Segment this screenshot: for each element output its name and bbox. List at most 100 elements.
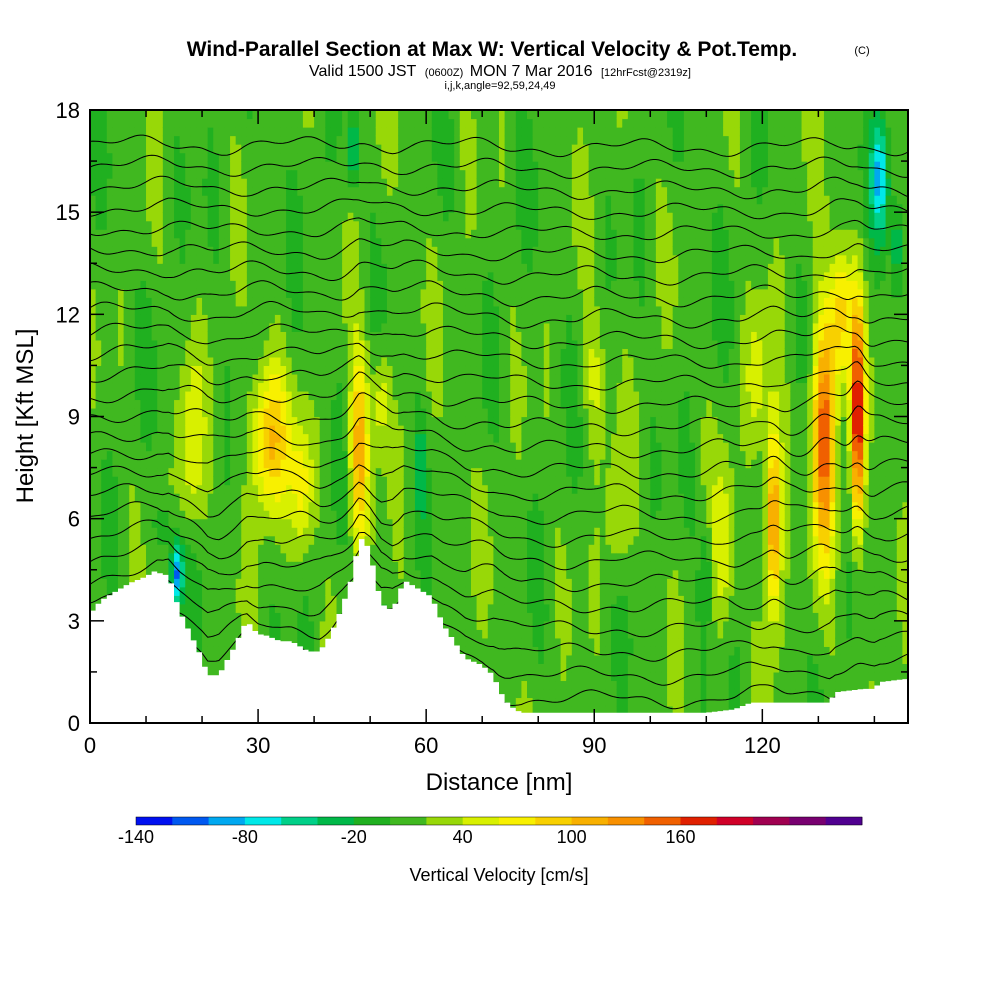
velocity-cell — [241, 433, 248, 443]
velocity-cell — [185, 561, 192, 571]
velocity-cell — [185, 203, 192, 213]
velocity-cell — [162, 493, 170, 503]
velocity-cell — [213, 373, 220, 384]
velocity-cell — [286, 535, 293, 545]
velocity-cell — [347, 416, 354, 426]
velocity-cell — [364, 518, 371, 528]
velocity-cell — [274, 178, 282, 188]
velocity-cell — [302, 135, 310, 145]
velocity-cell — [230, 407, 237, 418]
velocity-cell — [426, 459, 433, 469]
velocity-cell — [263, 467, 270, 477]
velocity-cell — [414, 365, 422, 375]
velocity-cell — [218, 433, 226, 443]
velocity-cell — [146, 186, 153, 196]
velocity-cell — [112, 322, 119, 332]
velocity-cell — [230, 237, 237, 247]
velocity-cell — [470, 127, 478, 137]
velocity-cell — [213, 297, 220, 307]
velocity-cell — [134, 442, 142, 452]
velocity-cell — [252, 586, 259, 596]
velocity-cell — [437, 433, 444, 443]
velocity-cell — [302, 220, 310, 230]
velocity-cell — [246, 356, 254, 367]
velocity-cell — [370, 356, 377, 367]
velocity-cell — [123, 425, 130, 435]
velocity-cell — [426, 195, 433, 205]
velocity-cell — [280, 237, 287, 247]
velocity-cell — [286, 135, 293, 145]
velocity-cell — [269, 169, 276, 179]
velocity-cell — [258, 331, 265, 341]
velocity-cell — [95, 212, 102, 222]
velocity-cell — [90, 569, 97, 579]
velocity-cell — [129, 493, 136, 503]
velocity-cell — [258, 203, 265, 213]
velocity-cell — [269, 254, 276, 264]
velocity-cell — [465, 510, 472, 520]
velocity-cell — [437, 510, 444, 520]
velocity-cell — [454, 348, 461, 358]
velocity-cell — [118, 169, 125, 179]
velocity-cell — [364, 305, 371, 315]
velocity-cell — [218, 561, 226, 571]
velocity-cell — [476, 595, 483, 605]
velocity-cell — [218, 339, 226, 349]
velocity-cell — [274, 450, 282, 460]
velocity-cell — [431, 476, 438, 486]
velocity-cell — [101, 552, 108, 562]
velocity-cell — [90, 348, 97, 358]
velocity-cell — [420, 118, 427, 128]
velocity-cell — [465, 637, 472, 647]
velocity-cell — [258, 305, 265, 315]
velocity-cell — [403, 518, 410, 528]
velocity-cell — [218, 595, 226, 605]
velocity-cell — [308, 484, 315, 494]
velocity-cell — [252, 305, 259, 315]
velocity-cell — [319, 603, 326, 613]
velocity-cell — [179, 178, 186, 188]
velocity-cell — [342, 246, 349, 256]
velocity-cell — [470, 195, 478, 205]
velocity-cell — [168, 127, 175, 137]
velocity-cell — [140, 459, 147, 469]
velocity-cell — [218, 305, 226, 315]
velocity-cell — [224, 493, 231, 503]
velocity-cell — [106, 527, 114, 537]
velocity-cell — [252, 484, 259, 494]
velocity-cell — [470, 152, 478, 162]
velocity-cell — [448, 169, 455, 179]
velocity-cell — [319, 612, 326, 622]
velocity-cell — [358, 339, 366, 349]
velocity-cell — [246, 399, 254, 409]
velocity-cell — [325, 169, 332, 179]
velocity-cell — [319, 161, 326, 171]
velocity-cell — [314, 203, 321, 213]
velocity-cell — [129, 561, 136, 571]
velocity-cell — [414, 322, 422, 332]
velocity-cell — [241, 586, 248, 596]
velocity-cell — [392, 484, 399, 494]
velocity-cell — [325, 365, 332, 375]
velocity-cell — [174, 467, 181, 477]
velocity-cell — [112, 246, 119, 256]
velocity-cell — [448, 450, 455, 460]
velocity-cell — [437, 110, 444, 120]
velocity-cell — [207, 263, 214, 273]
velocity-cell — [409, 552, 416, 562]
velocity-cell — [241, 229, 248, 239]
velocity-cell — [280, 399, 287, 409]
velocity-cell — [274, 356, 282, 367]
velocity-cell — [112, 390, 119, 401]
velocity-cell — [409, 425, 416, 435]
velocity-cell — [470, 331, 478, 341]
velocity-cell — [235, 263, 242, 273]
velocity-cell — [431, 510, 438, 520]
velocity-cell — [448, 288, 455, 298]
velocity-cell — [202, 152, 209, 162]
velocity-cell — [319, 322, 326, 332]
velocity-cell — [437, 399, 444, 409]
velocity-cell — [465, 144, 472, 154]
velocity-cell — [129, 510, 136, 520]
velocity-cell — [202, 399, 209, 409]
